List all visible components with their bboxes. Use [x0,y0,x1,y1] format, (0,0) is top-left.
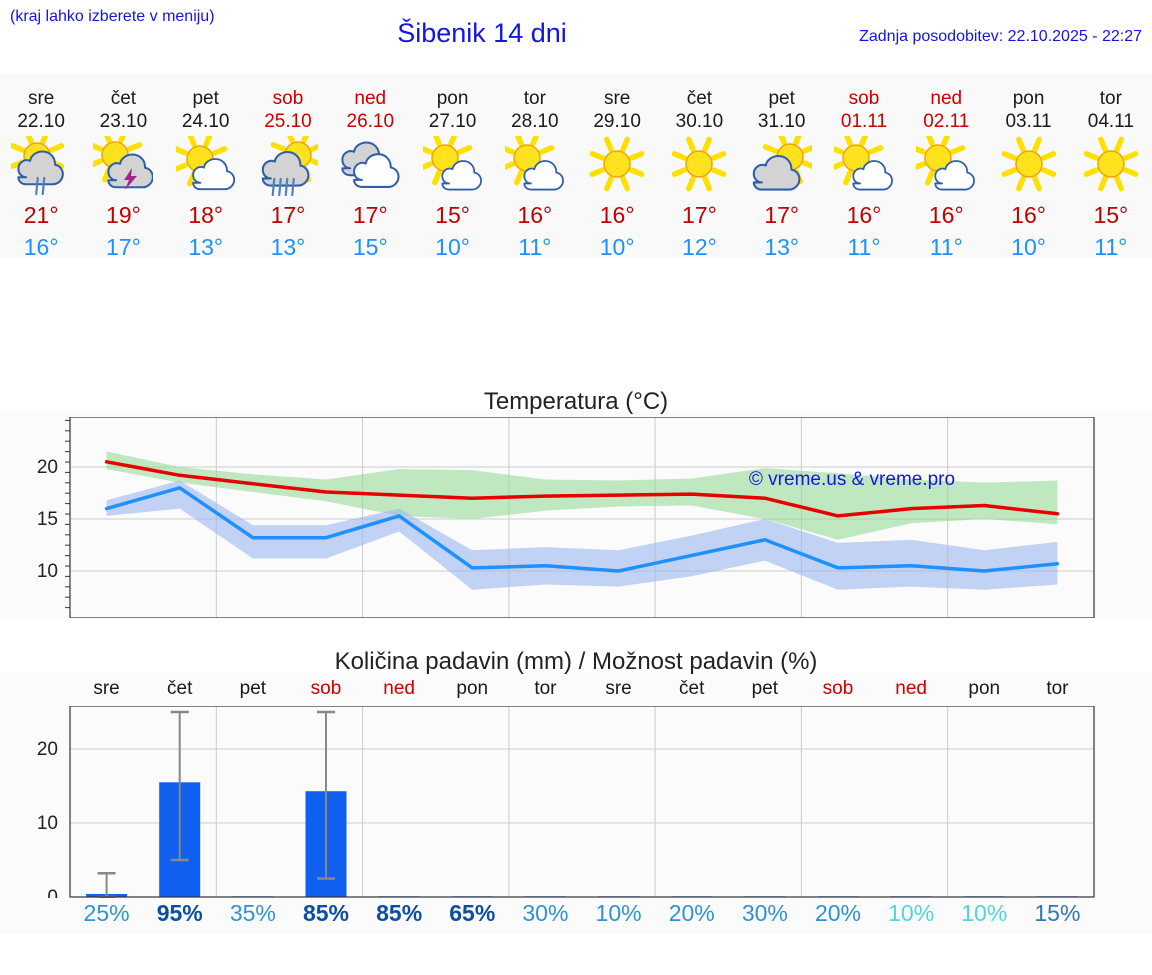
svg-text:10: 10 [37,813,58,834]
svg-text:15: 15 [37,509,58,530]
svg-text:10: 10 [37,561,58,582]
svg-text:20: 20 [37,457,58,478]
svg-text:© vreme.us & vreme.pro: © vreme.us & vreme.pro [749,469,955,490]
svg-text:0: 0 [47,887,58,898]
svg-text:20: 20 [37,739,58,760]
